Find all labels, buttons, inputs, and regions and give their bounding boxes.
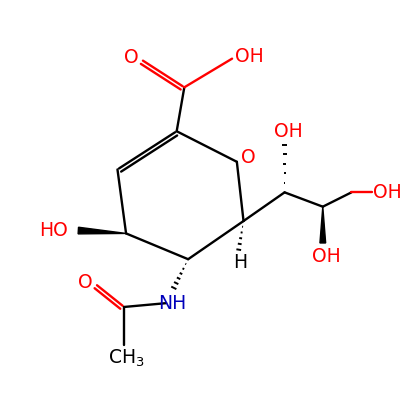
Polygon shape — [320, 207, 326, 243]
Text: HO: HO — [39, 221, 68, 240]
Text: OH: OH — [235, 47, 264, 66]
Text: OH: OH — [373, 183, 400, 202]
Text: NH: NH — [158, 294, 186, 313]
Polygon shape — [78, 227, 126, 234]
Text: OH: OH — [274, 122, 303, 141]
Text: CH$_3$: CH$_3$ — [108, 348, 144, 369]
Text: O: O — [124, 48, 138, 67]
Text: O: O — [78, 273, 92, 292]
Text: OH: OH — [312, 247, 341, 266]
Text: O: O — [241, 148, 256, 166]
Text: H: H — [234, 252, 248, 272]
